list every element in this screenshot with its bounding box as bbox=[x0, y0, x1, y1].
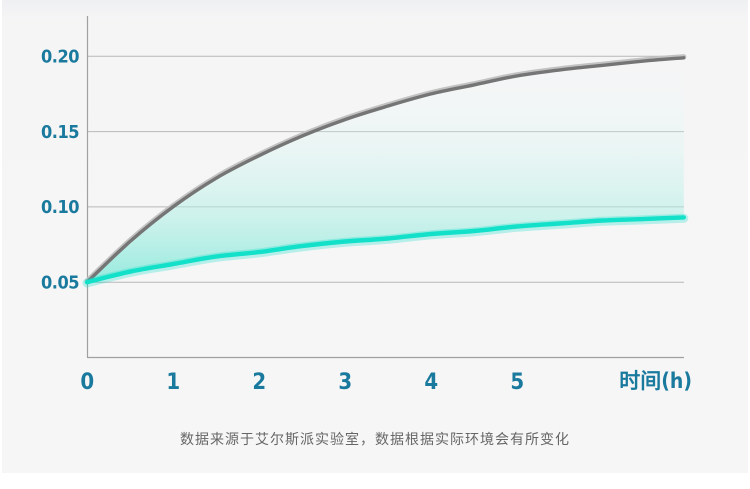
y-tick-0.10: 0.10 bbox=[41, 197, 79, 218]
area-fill-between-curves bbox=[87, 57, 684, 283]
x-tick-4: 4 bbox=[424, 370, 437, 395]
teal-curve bbox=[84, 215, 686, 285]
y-tick-0.20: 0.20 bbox=[41, 47, 79, 68]
chart-caption: 数据来源于艾尔斯派实验室，数据根据实际环境会有所变化 bbox=[180, 432, 570, 448]
x-tick-5: 5 bbox=[510, 370, 523, 395]
y-tick-0.05: 0.05 bbox=[41, 272, 79, 293]
x-tick-0: 0 bbox=[80, 370, 93, 395]
x-tick-3: 3 bbox=[338, 370, 351, 395]
y-tick-0.15: 0.15 bbox=[41, 122, 79, 143]
x-tick-2: 2 bbox=[252, 370, 265, 395]
chart-panel: 0.20 0.15 0.10 0.05 0 1 2 3 4 5 时间(h) 数据… bbox=[2, 0, 748, 473]
gray-curve bbox=[85, 56, 686, 284]
line-chart: 0.20 0.15 0.10 0.05 0 1 2 3 4 5 时间(h) bbox=[41, 16, 692, 395]
x-axis-title: 时间(h) bbox=[619, 369, 692, 393]
x-tick-1: 1 bbox=[166, 370, 179, 395]
